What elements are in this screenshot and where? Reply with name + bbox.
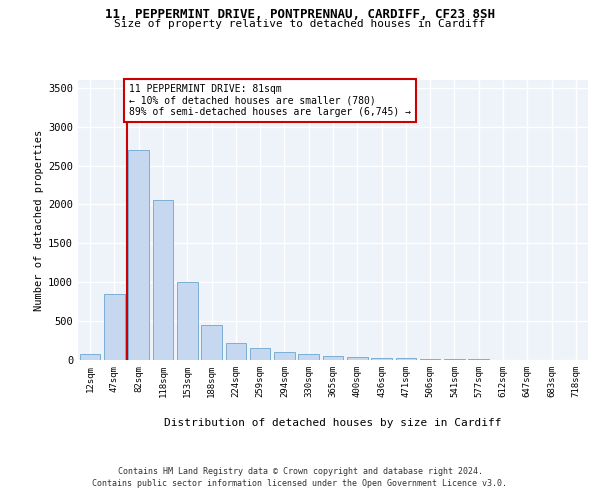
- Bar: [274, 352, 295, 360]
- Bar: [371, 358, 392, 360]
- Bar: [444, 359, 465, 360]
- Bar: [298, 354, 319, 360]
- Text: Contains public sector information licensed under the Open Government Licence v3: Contains public sector information licen…: [92, 479, 508, 488]
- Bar: [395, 358, 416, 360]
- Text: 11, PEPPERMINT DRIVE, PONTPRENNAU, CARDIFF, CF23 8SH: 11, PEPPERMINT DRIVE, PONTPRENNAU, CARDI…: [105, 8, 495, 20]
- Bar: [80, 354, 100, 360]
- Bar: [226, 343, 246, 360]
- Y-axis label: Number of detached properties: Number of detached properties: [34, 130, 44, 310]
- Bar: [177, 282, 197, 360]
- Text: Size of property relative to detached houses in Cardiff: Size of property relative to detached ho…: [115, 19, 485, 29]
- Bar: [250, 348, 271, 360]
- Bar: [152, 200, 173, 360]
- Bar: [420, 359, 440, 360]
- Text: Distribution of detached houses by size in Cardiff: Distribution of detached houses by size …: [164, 418, 502, 428]
- Bar: [128, 150, 149, 360]
- Text: Contains HM Land Registry data © Crown copyright and database right 2024.: Contains HM Land Registry data © Crown c…: [118, 468, 482, 476]
- Bar: [347, 357, 368, 360]
- Text: 11 PEPPERMINT DRIVE: 81sqm
← 10% of detached houses are smaller (780)
89% of sem: 11 PEPPERMINT DRIVE: 81sqm ← 10% of deta…: [129, 84, 411, 117]
- Bar: [104, 294, 125, 360]
- Bar: [323, 356, 343, 360]
- Bar: [201, 325, 222, 360]
